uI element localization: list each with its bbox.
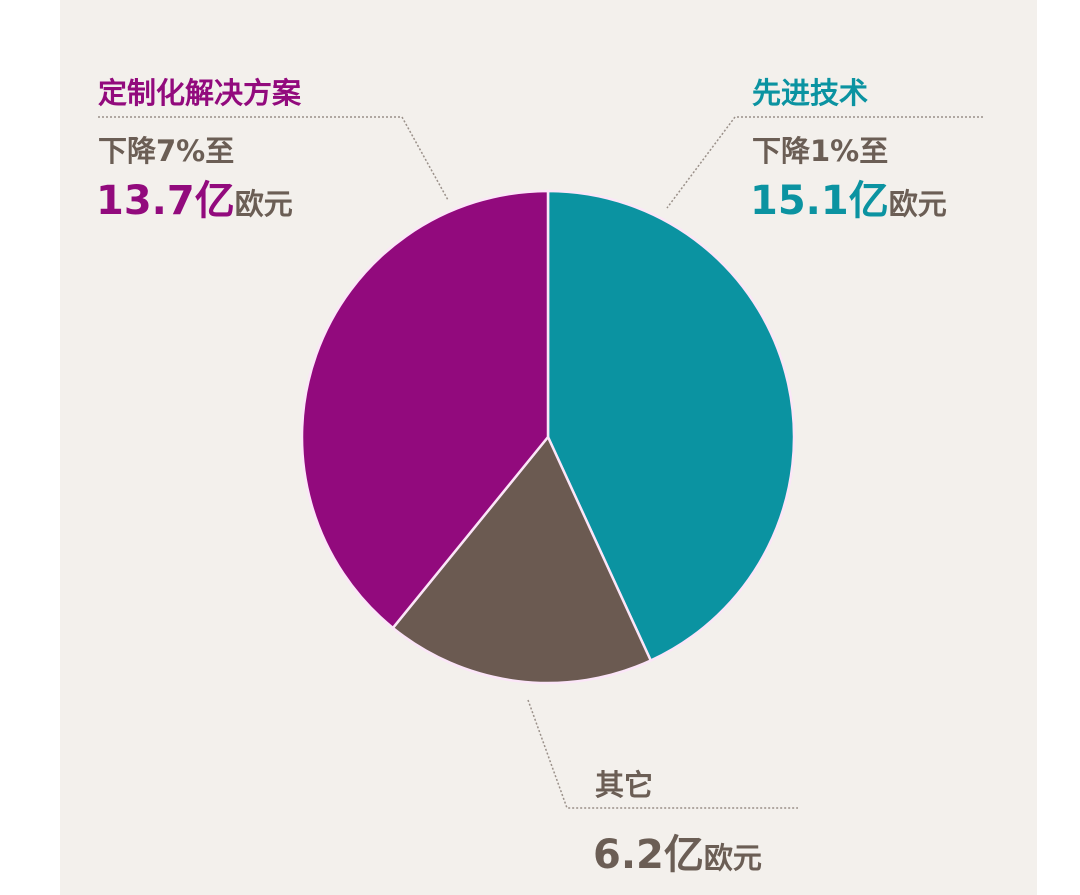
- value-number: 13.7: [96, 178, 195, 224]
- label-other-value: 6.2亿欧元: [593, 822, 762, 880]
- value-number: 15.1: [750, 178, 849, 224]
- value-unit: 欧元: [703, 841, 762, 875]
- label-tech-change: 下降1%至: [752, 134, 889, 168]
- label-tech-value: 15.1亿欧元: [750, 168, 947, 226]
- value-unit: 欧元: [234, 187, 293, 221]
- leader-line-other: [527, 699, 798, 809]
- pie-slice-0: [546, 189, 796, 662]
- label-custom-value: 13.7亿欧元: [96, 168, 293, 226]
- pie-slice-1: [391, 435, 652, 685]
- value-yi: 亿: [848, 178, 889, 224]
- label-custom-name: 定制化解决方案: [98, 76, 302, 110]
- pie-slice-2: [300, 189, 550, 630]
- label-tech-name: 先进技术: [752, 76, 869, 110]
- leader-line-custom: [98, 116, 449, 201]
- label-other-name: 其它: [595, 768, 654, 802]
- value-yi: 亿: [663, 832, 704, 878]
- value-number: 6.2: [593, 832, 664, 878]
- value-yi: 亿: [194, 178, 235, 224]
- leader-line-tech: [666, 116, 983, 209]
- label-custom-change: 下降7%至: [98, 134, 235, 168]
- value-unit: 欧元: [888, 187, 947, 221]
